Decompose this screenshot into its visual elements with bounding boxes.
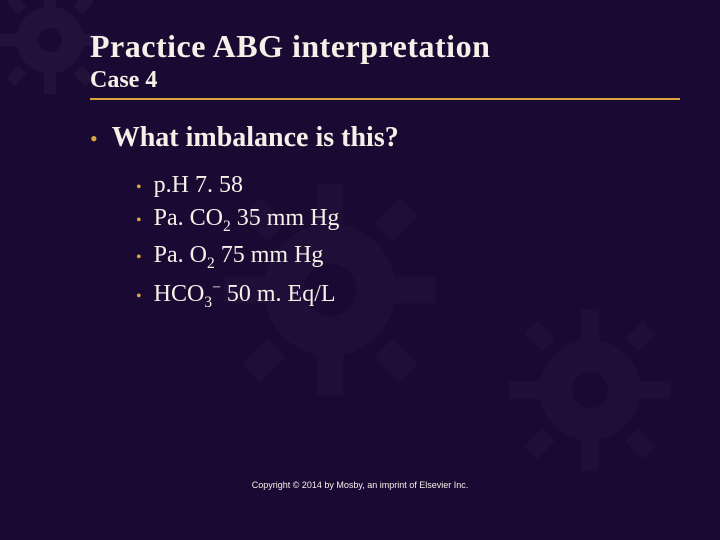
list-item: • HCO3− 50 m. Eq/L xyxy=(136,279,680,312)
question-text: What imbalance is this? xyxy=(112,122,399,154)
copyright-footer: Copyright © 2014 by Mosby, an imprint of… xyxy=(0,480,720,490)
slide: Practice ABG interpretation Case 4 • Wha… xyxy=(0,0,720,540)
bullet-icon: • xyxy=(136,180,142,196)
list-item: • Pa. CO2 35 mm Hg xyxy=(136,205,680,236)
bullet-icon: • xyxy=(90,128,98,150)
bullet-icon: • xyxy=(136,213,142,229)
ph-value: p.H 7. 58 xyxy=(154,172,243,199)
value-list: • p.H 7. 58 • Pa. CO2 35 mm Hg • Pa. O2 … xyxy=(90,154,680,311)
paco2-value: Pa. CO2 35 mm Hg xyxy=(154,205,340,236)
list-item: • p.H 7. 58 xyxy=(136,172,680,199)
hco3-value: HCO3− 50 m. Eq/L xyxy=(154,279,336,312)
question-row: • What imbalance is this? xyxy=(90,122,680,154)
list-item: • Pa. O2 75 mm Hg xyxy=(136,242,680,273)
content-area: • What imbalance is this? • p.H 7. 58 • … xyxy=(0,100,720,311)
slide-title: Practice ABG interpretation xyxy=(90,28,680,65)
bullet-icon: • xyxy=(136,289,142,305)
pao2-value: Pa. O2 75 mm Hg xyxy=(154,242,324,273)
bullet-icon: • xyxy=(136,250,142,266)
title-area: Practice ABG interpretation Case 4 xyxy=(0,28,720,98)
slide-subtitle: Case 4 xyxy=(90,67,680,98)
